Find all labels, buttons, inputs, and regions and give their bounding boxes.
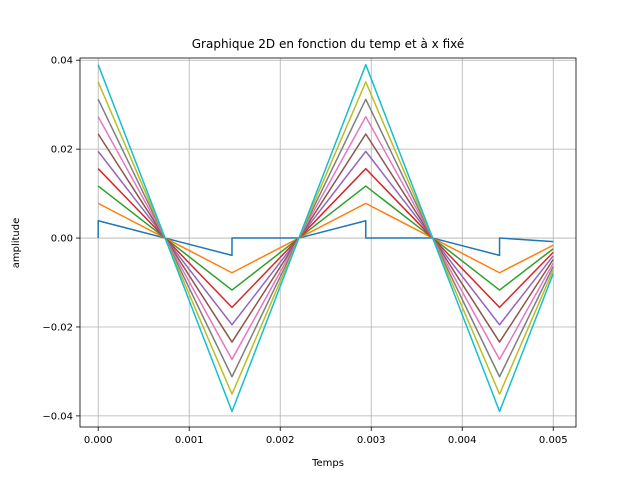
y-tick-label: 0.00 bbox=[51, 234, 73, 245]
series-line-1 bbox=[97, 219, 554, 257]
series-line-4 bbox=[97, 167, 554, 309]
x-tick-label: 0.000 bbox=[84, 435, 113, 446]
series-line-5 bbox=[97, 150, 554, 326]
y-tick-label: −0.02 bbox=[42, 322, 73, 333]
plot-frame bbox=[79, 57, 577, 428]
chart-title: Graphique 2D en fonction du temp et à x … bbox=[192, 37, 465, 51]
series-layer bbox=[97, 63, 554, 413]
x-tick-label: 0.002 bbox=[266, 435, 295, 446]
x-axis-label: Temps bbox=[311, 458, 344, 469]
y-tick-label: 0.02 bbox=[51, 145, 73, 156]
x-tick-label: 0.001 bbox=[175, 435, 204, 446]
y-axis-label: amplitude bbox=[11, 218, 22, 269]
y-axis-ticks: −0.04 −0.02 0.00 0.02 0.04 bbox=[42, 56, 80, 422]
series-line-3 bbox=[97, 185, 554, 291]
grid-lines bbox=[80, 58, 576, 427]
series-line-7 bbox=[97, 115, 554, 361]
y-tick-label: −0.04 bbox=[42, 411, 73, 422]
x-tick-label: 0.004 bbox=[448, 435, 477, 446]
series-line-2 bbox=[97, 202, 554, 274]
x-tick-label: 0.005 bbox=[539, 435, 568, 446]
series-line-8 bbox=[97, 98, 554, 378]
series-line-6 bbox=[97, 133, 554, 343]
series-line-10 bbox=[97, 63, 554, 413]
x-axis-ticks: 0.000 0.001 0.002 0.003 0.004 0.005 bbox=[84, 427, 568, 446]
x-tick-label: 0.003 bbox=[357, 435, 386, 446]
y-tick-label: 0.04 bbox=[51, 56, 73, 67]
series-line-9 bbox=[97, 81, 554, 395]
